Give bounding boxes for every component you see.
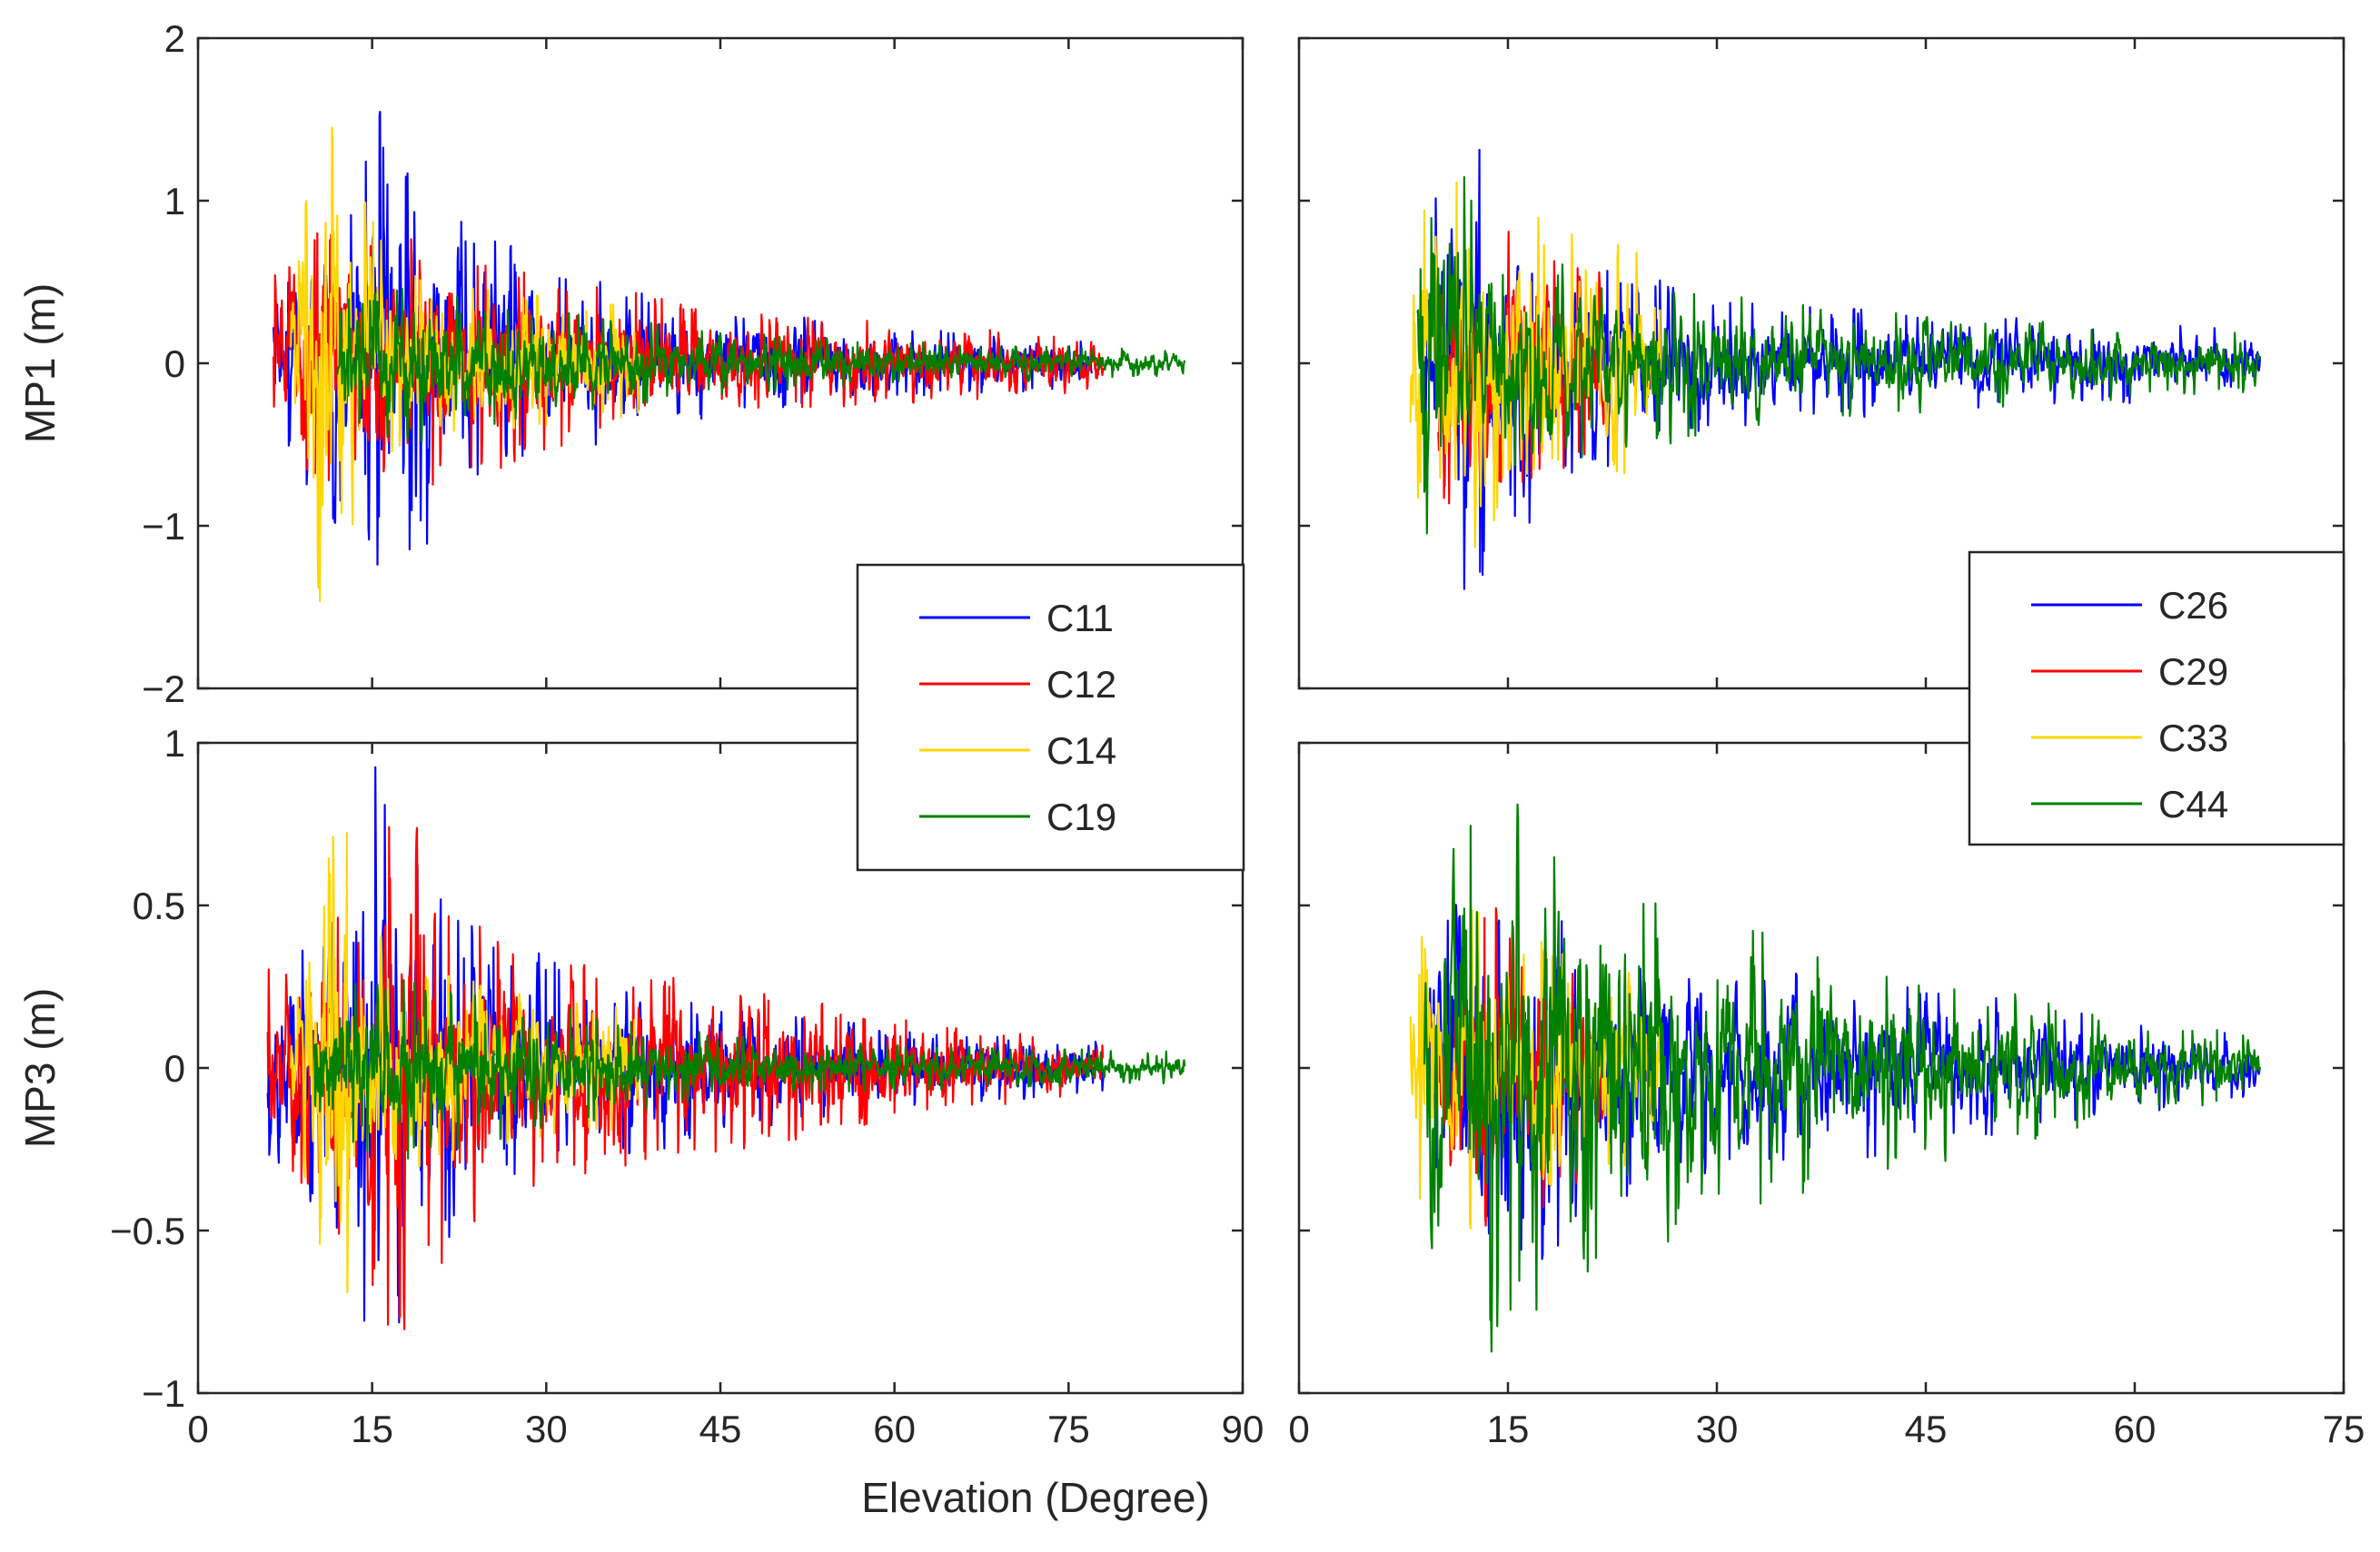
series-line-C14 [290,832,640,1294]
legend-label-C29: C29 [2158,650,2228,693]
x-tick-label: 0 [1288,1408,1309,1450]
y-axis-title: MP3 (m) [16,988,64,1148]
x-tick-label: 15 [1487,1408,1530,1450]
legend-label-C11: C11 [1046,597,1114,639]
y-axis-title: MP1 (m) [16,283,64,443]
legend-label-C14: C14 [1046,729,1116,772]
series-line-C44 [1416,175,2261,535]
legend-left: C11 C12 C14 C19 [856,563,1245,872]
x-tick-label: 60 [2114,1408,2157,1450]
y-tick-label: 0 [164,1047,185,1090]
series-line-C44 [1423,803,2262,1353]
x-tick-label: 30 [1696,1408,1739,1450]
y-tick-label: 0 [164,342,185,385]
y-tick-label: 0.5 [133,885,185,927]
y-tick-label: −1 [142,505,185,548]
series-group [1409,803,2262,1353]
legend-box [1968,550,2345,846]
panel-bottom-right: 0 15 30 45 60 75 [1288,741,2365,1450]
legend-label-C19: C19 [1046,796,1116,838]
legend-label-C33: C33 [2158,717,2228,759]
panel-top-left: −2 −1 0 1 2 MP1 (m) [16,17,1245,710]
y-tick-label: −1 [142,1372,185,1415]
legend-label-C26: C26 [2158,584,2228,627]
x-axis-title: Elevation (Degree) [861,1474,1210,1521]
x-tick-label: 45 [1905,1408,1948,1450]
y-tick-label: 1 [164,180,185,222]
x-tick-label: 90 [1222,1408,1264,1450]
y-tick-label: 2 [164,17,185,60]
x-tick-label: 0 [187,1408,208,1450]
series-group [1409,148,2262,590]
series-group [273,110,1186,603]
legend-right: C26 C29 C33 C44 [1968,550,2345,846]
series-line-C19 [336,287,1186,442]
x-tick-label: 30 [525,1408,568,1450]
series-line-C19 [312,979,1186,1160]
x-tick-label: 60 [873,1408,916,1450]
x-tick-label: 75 [1047,1408,1090,1450]
y-tick-label: −0.5 [110,1210,185,1252]
x-tick-label: 45 [699,1408,742,1450]
legend-label-C12: C12 [1046,663,1116,706]
legend-label-C44: C44 [2158,783,2228,825]
x-tick-label: 75 [2323,1408,2365,1450]
legends: C11 C12 C14 C19 C26 C29 C33 C44 [856,550,2345,872]
series-group [266,766,1186,1330]
y-tick-label: 1 [164,722,185,765]
legend-box [856,563,1245,872]
y-tick-label: −2 [142,667,185,710]
x-tick-label: 15 [351,1408,393,1450]
